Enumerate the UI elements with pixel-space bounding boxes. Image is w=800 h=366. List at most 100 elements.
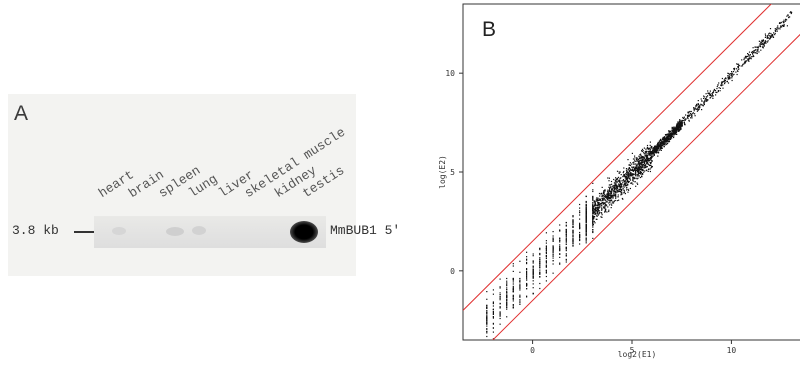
- scatter-point: [727, 82, 730, 84]
- scatter-point: [613, 178, 615, 181]
- scatter-point: [783, 21, 785, 23]
- scatter-point: [744, 55, 747, 57]
- scatter-point: [506, 297, 508, 299]
- scatter-point: [642, 172, 644, 175]
- scatter-point: [672, 132, 674, 134]
- scatter-point: [630, 169, 632, 171]
- scatter-point: [749, 54, 751, 56]
- scatter-point: [681, 123, 683, 125]
- scatter-point: [650, 159, 652, 161]
- scatter-point: [731, 79, 733, 82]
- scatter-point: [532, 260, 534, 262]
- scatter-point: [684, 124, 686, 126]
- scatter-point: [736, 63, 738, 65]
- scatter-point: [662, 144, 664, 146]
- scatter-point: [486, 313, 488, 315]
- scatter-point: [648, 147, 650, 149]
- scatter-point: [592, 182, 594, 184]
- scatter-point: [620, 174, 622, 176]
- scatter-point: [725, 78, 727, 80]
- scatter-point: [595, 207, 597, 209]
- scatter-point: [647, 157, 649, 159]
- scatter-point: [545, 246, 547, 248]
- scatter-point: [658, 144, 660, 146]
- scatter-point: [506, 302, 508, 304]
- scatter-point: [752, 55, 754, 57]
- scatter-point: [626, 184, 628, 186]
- scatter-point: [672, 131, 674, 133]
- scatter-point: [695, 105, 697, 107]
- scatter-point: [738, 63, 740, 65]
- scatter-point: [572, 243, 574, 245]
- scatter-point: [593, 216, 595, 218]
- scatter-point: [599, 205, 601, 207]
- scatter-point: [608, 186, 610, 188]
- scatter-point: [607, 191, 609, 193]
- scatter-point: [700, 103, 702, 105]
- scatter-point: [640, 164, 643, 166]
- scatter-point: [552, 257, 554, 259]
- scatter-point: [545, 264, 547, 266]
- scatter-point: [572, 231, 574, 233]
- scatter-point: [512, 265, 514, 267]
- scatter-point: [650, 167, 652, 169]
- scatter-point: [679, 129, 681, 131]
- scatter-point: [598, 213, 600, 215]
- probe-label: MmBUB1 5': [330, 223, 401, 238]
- scatter-point: [623, 186, 625, 188]
- scatter-point: [596, 197, 598, 199]
- scatter-point: [648, 152, 650, 154]
- scatter-point: [585, 201, 587, 203]
- scatter-point: [585, 238, 587, 240]
- scatter-point: [780, 26, 782, 28]
- scatter-point: [615, 195, 617, 197]
- scatter-point: [608, 204, 611, 206]
- scatter-point: [628, 168, 630, 170]
- scatter-point: [506, 288, 508, 291]
- scatter-point: [601, 194, 603, 196]
- scatter-point: [615, 186, 618, 188]
- scatter-point: [579, 236, 581, 238]
- scatter-point: [628, 173, 630, 175]
- scatter-point: [732, 71, 735, 73]
- scatter-point: [636, 157, 638, 159]
- scatter-point: [592, 197, 594, 199]
- scatter-point: [681, 119, 684, 122]
- scatter-point: [629, 178, 631, 180]
- scatter-point: [632, 173, 634, 175]
- scatter-point: [640, 172, 642, 174]
- scatter-point: [670, 137, 672, 139]
- scatter-point: [626, 177, 628, 179]
- scatter-point: [598, 192, 601, 195]
- scatter-point: [707, 95, 709, 97]
- scatter-point: [675, 132, 677, 134]
- scatter-point: [601, 216, 603, 218]
- scatter-point: [646, 169, 648, 171]
- scatter-point: [702, 105, 704, 107]
- scatter-point: [572, 219, 574, 221]
- scatter-point: [770, 32, 772, 35]
- scatter-point: [745, 61, 747, 63]
- scatter-point: [519, 279, 521, 282]
- scatter-point: [725, 77, 727, 79]
- size-marker-label: 3.8 kb: [12, 223, 59, 238]
- scatter-point: [694, 115, 696, 117]
- scatter-point: [631, 182, 633, 184]
- scatter-point: [704, 98, 706, 100]
- scatter-point: [649, 156, 651, 158]
- scatter-point: [677, 121, 679, 123]
- scatter-point: [506, 285, 508, 287]
- scatter-point: [652, 155, 654, 157]
- scatter-point: [678, 130, 680, 132]
- scatter-point: [519, 260, 521, 262]
- scatter-point: [512, 294, 514, 296]
- scatter-point: [681, 123, 683, 125]
- scatter-point: [585, 233, 587, 235]
- scatter-point: [610, 180, 613, 183]
- scatter-point: [653, 147, 655, 149]
- scatter-point: [679, 119, 681, 121]
- scatter-point: [606, 193, 608, 195]
- scatter-point: [610, 196, 612, 198]
- scatter-point: [773, 32, 775, 34]
- scatter-point: [545, 261, 547, 263]
